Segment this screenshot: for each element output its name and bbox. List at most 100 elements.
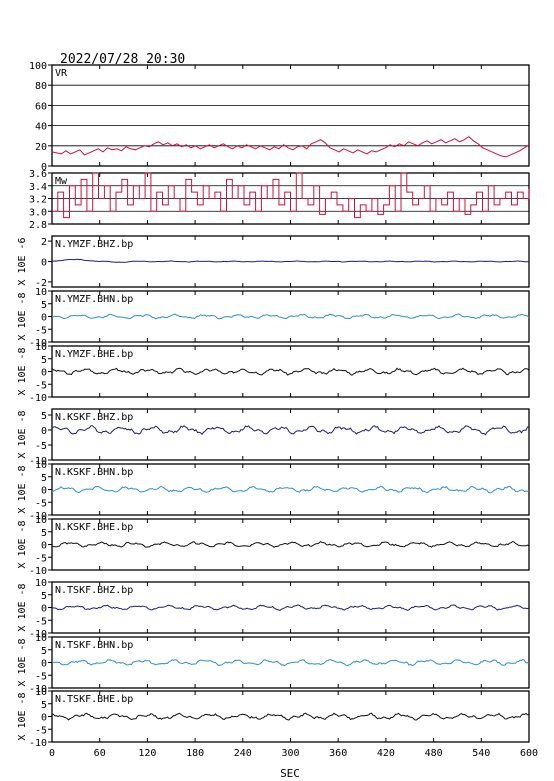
trace-line [51,367,530,376]
trace-line [51,258,529,263]
y-tick-label: -10 [29,393,47,404]
y-tick-label: 0 [41,258,47,269]
y-axis-label: X 10E -6 [17,237,28,285]
panel-4: -10 -50 5 10 N.YMZF.BHE.bp X 10E -8 [17,342,530,404]
y-tick-label: 2.8 [29,220,47,231]
y-tick-label: -10 [29,684,47,695]
y-axis-label: X 10E -8 [17,292,28,340]
trace-line [51,313,530,320]
y-tick-label: -5 [35,616,47,627]
y-tick-label: 0 [41,659,47,670]
y-tick-label: 60 [35,101,47,112]
y-tick-label: 5 [41,591,47,602]
x-tick-label: 480 [425,748,443,759]
trace-line [51,712,530,721]
trace-line [51,658,530,667]
y-tick-label: -5 [35,441,47,452]
trace-label: VR [55,68,68,79]
y-tick-label: 10 [35,342,47,353]
y-tick-label: 5 [41,646,47,657]
y-tick-label: -5 [35,725,47,736]
y-tick-label: 0 [41,541,47,552]
y-tick-label: -5 [35,553,47,564]
x-tick-label: 60 [94,748,106,759]
y-axis-label: X 10E -8 [17,410,28,458]
trace-label: N.TSKF.BHE.bp [55,694,133,705]
y-tick-label: 0 [41,713,47,724]
y-tick-label: -5 [35,671,47,682]
x-tick-label: 300 [281,748,299,759]
y-tick-label: 3.2 [29,195,47,206]
y-tick-label: 0 [41,486,47,497]
x-tick-label: 240 [234,748,252,759]
x-tick-label: 360 [329,748,347,759]
y-tick-label: 10 [35,633,47,644]
panel-10: -10 -50 5 10 N.TSKF.BHE.bp X 10E -8 [17,687,530,749]
trace-label: N.TSKF.BHN.bp [55,640,133,651]
trace-label: Mw [55,176,68,187]
y-axis-label: X 10E -8 [17,692,28,740]
y-tick-label: 100 [29,61,47,72]
y-axis-label: X 10E -8 [17,520,28,568]
trace-line [51,425,530,436]
panel-frame [51,64,530,167]
y-tick-label: 3.6 [29,169,47,180]
panel-frame [51,408,530,461]
y-tick-label: -10 [29,738,47,749]
y-tick-label: 40 [35,122,47,133]
trace-label: N.YMZF.BHZ.bp [55,239,133,250]
panel-8: -10 -50 5 10 N.TSKF.BHZ.bp X 10E -8 [17,578,530,640]
y-tick-label: -10 [29,629,47,640]
panel-1: 2.8 3.03.2 3.4 3.6 Mw [29,169,530,231]
y-tick-label: 10 [35,460,47,471]
y-tick-label: 5 [41,473,47,484]
trace-label: N.KSKF.BHN.bp [55,467,133,478]
y-tick-label: 3.0 [29,207,47,218]
y-tick-label: 5 [41,528,47,539]
trace-label: N.YMZF.BHE.bp [55,349,133,360]
y-axis-label: X 10E -8 [17,347,28,395]
panel-0: 0 20 40 60 80 100 VR [29,61,530,173]
x-axis: 0 60 120 180 240 300 360 420 480 540 600 [49,748,538,759]
trace-label: N.KSKF.BHZ.bp [55,412,133,423]
y-tick-label: 20 [35,142,47,153]
y-tick-label: 5 [41,300,47,311]
y-tick-label: 10 [35,515,47,526]
trace-line [52,172,530,219]
y-tick-label: -2 [35,278,47,289]
trace-label: N.KSKF.BHE.bp [55,522,133,533]
panel-5: -10 -5 0 5 N.KSKF.BHZ.bp X 10E -8 [17,408,530,467]
y-tick-label: -10 [29,456,47,467]
y-tick-label: -10 [29,566,47,577]
y-tick-label: 80 [35,81,47,92]
x-tick-label: 120 [138,748,156,759]
panel-2: -2 0 2 N.YMZF.BHZ.bp X 10E -6 [17,235,530,289]
y-tick-label: 0 [41,313,47,324]
x-tick-label: 540 [472,748,490,759]
panel-frame [51,690,530,743]
x-axis-label: SEC [280,767,300,780]
x-tick-label: 0 [49,748,55,759]
trace-label: N.YMZF.BHN.bp [55,294,133,305]
y-tick-label: 0 [41,368,47,379]
y-tick-label: -10 [29,338,47,349]
panel-3: -10 -50 5 10 N.YMZF.BHN.bp X 10E -8 [17,287,530,349]
x-tick-label: 600 [520,748,538,759]
y-tick-label: 0 [41,426,47,437]
panel-frame [51,518,530,571]
y-tick-label: -10 [29,511,47,522]
y-tick-label: -5 [35,325,47,336]
y-tick-label: -5 [35,380,47,391]
trace-line [51,485,530,494]
y-tick-label: -5 [35,498,47,509]
panel-9: -10 -50 5 10 N.TSKF.BHN.bp X 10E -8 [17,633,530,695]
y-tick-label: 5 [41,700,47,711]
trace-line [51,604,530,611]
x-tick-label: 180 [186,748,204,759]
panel-7: -10 -50 5 10 N.KSKF.BHE.bp X 10E -8 [17,515,530,577]
y-axis-label: X 10E -8 [17,465,28,513]
y-tick-label: 3.4 [29,182,47,193]
y-tick-label: 10 [35,287,47,298]
